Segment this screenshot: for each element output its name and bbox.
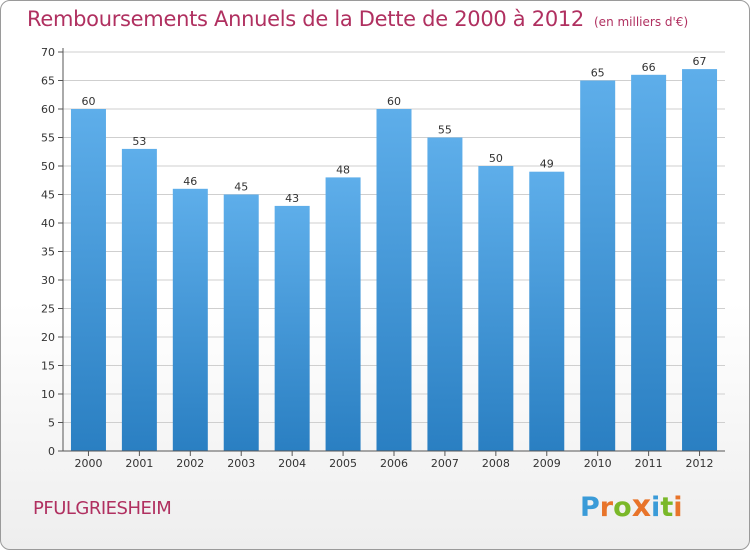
data-label: 46	[183, 175, 197, 188]
y-tick-label: 40	[41, 217, 55, 230]
bar	[121, 148, 157, 451]
y-tick-label: 65	[41, 75, 55, 88]
logo-letter: i	[673, 492, 683, 523]
x-tick-label: 2003	[227, 457, 255, 470]
y-tick-label: 25	[41, 303, 55, 316]
x-tick-label: 2009	[533, 457, 561, 470]
x-tick-label: 2012	[686, 457, 714, 470]
y-tick-label: 45	[41, 189, 55, 202]
y-tick-label: 0	[48, 445, 55, 458]
data-label: 60	[81, 95, 95, 108]
y-tick-label: 10	[41, 388, 55, 401]
bar	[172, 188, 208, 452]
bar	[427, 137, 463, 451]
y-tick-label: 60	[41, 103, 55, 116]
y-tick-label: 20	[41, 331, 55, 344]
logo-letter: P	[580, 492, 600, 523]
bar	[682, 69, 718, 451]
proxiti-logo[interactable]: Proxiti	[580, 489, 683, 524]
data-label: 65	[591, 67, 605, 80]
bar	[274, 205, 310, 451]
x-tick-label: 2007	[431, 457, 459, 470]
data-label: 55	[438, 124, 452, 137]
data-label: 67	[693, 55, 707, 68]
bar	[70, 109, 106, 451]
data-label: 66	[642, 61, 656, 74]
chart-unit: (en milliers d'€)	[594, 15, 689, 29]
y-tick-label: 55	[41, 132, 55, 145]
logo-letter: o	[613, 492, 632, 523]
bar	[631, 74, 667, 452]
logo-letter: x	[631, 489, 652, 524]
bar	[478, 166, 514, 451]
y-tick-label: 50	[41, 160, 55, 173]
x-tick-label: 2006	[380, 457, 408, 470]
logo-letter: i	[651, 492, 661, 523]
y-tick-label: 70	[41, 46, 55, 59]
logo-letter: r	[599, 492, 614, 523]
data-label: 48	[336, 163, 350, 176]
y-tick-label: 5	[48, 417, 55, 430]
x-tick-label: 2008	[482, 457, 510, 470]
logo-letter: t	[660, 492, 674, 523]
x-tick-label: 2004	[278, 457, 306, 470]
data-label: 49	[540, 158, 554, 171]
data-label: 60	[387, 95, 401, 108]
labels-layer: 60 53 46 45 43 48 60 55 50 49 65 66 67	[81, 55, 706, 205]
x-tick-label: 2002	[176, 457, 204, 470]
axis-layer: 0 5 10 15 20 25 30 35 40 45 50 55 60 65 70 2000 2001 2002…	[41, 46, 725, 470]
bar	[223, 194, 259, 451]
y-tick-label: 30	[41, 274, 55, 287]
bar	[325, 177, 361, 451]
y-tick-label: 35	[41, 246, 55, 259]
y-tick-label: 15	[41, 360, 55, 373]
bar	[376, 109, 412, 451]
x-tick-label: 2005	[329, 457, 357, 470]
x-tick-label: 2001	[125, 457, 153, 470]
bar	[580, 80, 616, 451]
chart-title: Remboursements Annuels de la Dette de 20…	[27, 7, 584, 31]
data-label: 43	[285, 192, 299, 205]
title-row: Remboursements Annuels de la Dette de 20…	[27, 7, 688, 31]
data-label: 45	[234, 181, 248, 194]
commune-name: PFULGRIESHEIM	[33, 498, 172, 519]
x-tick-label: 2010	[584, 457, 612, 470]
data-label: 50	[489, 152, 503, 165]
data-label: 53	[132, 135, 146, 148]
x-tick-label: 2011	[635, 457, 663, 470]
x-tick-label: 2000	[74, 457, 102, 470]
bars-layer	[70, 69, 718, 452]
bar	[529, 171, 565, 451]
